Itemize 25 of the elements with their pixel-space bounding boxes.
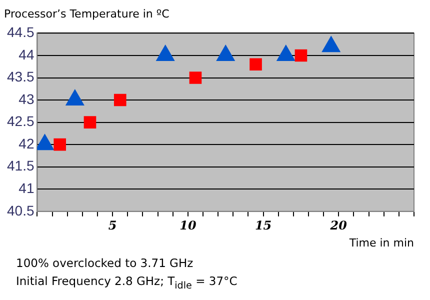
y-tick-label: 44.5 [7, 24, 34, 40]
y-tick-label: 43 [18, 90, 34, 107]
x-tick-label: 20 [329, 218, 348, 233]
point [114, 94, 126, 106]
y-tick-label: 40.5 [7, 202, 34, 218]
y-tick-label: 42.5 [7, 113, 34, 130]
x-tick-label: 10 [180, 218, 197, 233]
x-tick-label: 15 [254, 218, 272, 233]
point [156, 44, 175, 61]
y-tick-label: 41 [18, 180, 34, 196]
text: 100% overclocked to 3.71 GHz [16, 255, 194, 272]
y-tick-label: 44 [18, 46, 34, 62]
point [84, 116, 96, 128]
point [322, 36, 340, 52]
point [276, 44, 296, 61]
y-tick-label: 42 [18, 135, 34, 152]
point [216, 44, 235, 61]
chart-title: Processor’s Temperature in ºC [4, 7, 170, 20]
point [54, 138, 66, 151]
text: Initial Frequency 2.8 GHz; T$_{idle}$ = 37°C [16, 273, 238, 294]
x-axis-title: Time in min [348, 236, 414, 250]
point [66, 90, 84, 106]
x-tick-label: 5 [108, 218, 117, 233]
y-tick-label: 43.5 [7, 68, 34, 85]
y-tick-label: 41.5 [7, 158, 34, 174]
